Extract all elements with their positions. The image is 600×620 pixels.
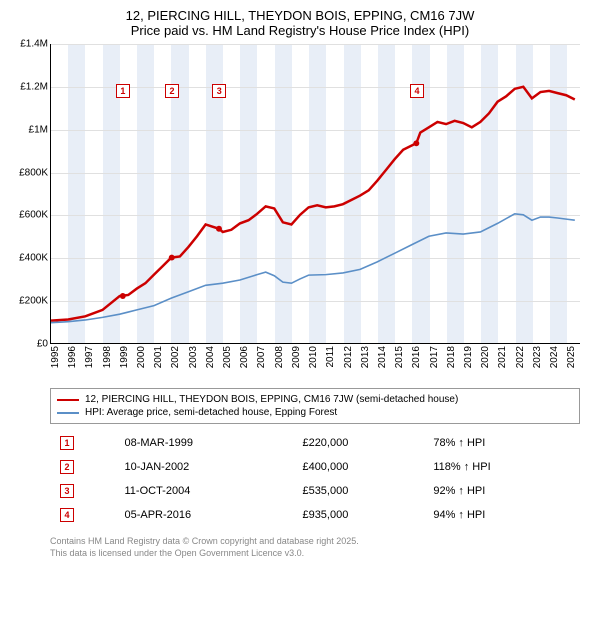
row-price: £535,000 xyxy=(294,480,423,502)
legend-swatch xyxy=(57,412,79,414)
x-tick-label: 2000 xyxy=(136,346,147,368)
row-delta: 78% ↑ HPI xyxy=(425,432,578,454)
sale-marker-dot xyxy=(216,226,222,232)
sale-marker-box: 2 xyxy=(165,84,179,98)
row-date: 11-OCT-2004 xyxy=(116,480,292,502)
line-series-svg xyxy=(51,44,580,343)
legend-swatch xyxy=(57,399,79,401)
x-tick-label: 2014 xyxy=(377,346,388,368)
x-tick-label: 2023 xyxy=(532,346,543,368)
row-marker: 2 xyxy=(52,456,114,478)
table-row: 108-MAR-1999£220,00078% ↑ HPI xyxy=(52,432,578,454)
sale-marker-box: 3 xyxy=(212,84,226,98)
x-tick-label: 2020 xyxy=(480,346,491,368)
row-delta: 118% ↑ HPI xyxy=(425,456,578,478)
legend-row: HPI: Average price, semi-detached house,… xyxy=(57,406,573,419)
x-tick-label: 2015 xyxy=(394,346,405,368)
table-row: 405-APR-2016£935,00094% ↑ HPI xyxy=(52,504,578,526)
x-tick-label: 1997 xyxy=(84,346,95,368)
x-tick-label: 2008 xyxy=(274,346,285,368)
x-tick-label: 1998 xyxy=(102,346,113,368)
x-tick-label: 2011 xyxy=(325,346,336,368)
x-tick-label: 2021 xyxy=(497,346,508,368)
x-tick-label: 2003 xyxy=(188,346,199,368)
row-marker: 1 xyxy=(52,432,114,454)
x-tick-label: 2012 xyxy=(343,346,354,368)
x-tick-label: 1996 xyxy=(67,346,78,368)
row-price: £400,000 xyxy=(294,456,423,478)
sale-marker-dot xyxy=(413,140,419,146)
series-line xyxy=(51,87,575,321)
y-tick-label: £1.2M xyxy=(20,81,48,92)
row-date: 10-JAN-2002 xyxy=(116,456,292,478)
row-date: 08-MAR-1999 xyxy=(116,432,292,454)
x-tick-label: 2007 xyxy=(256,346,267,368)
x-tick-label: 1999 xyxy=(119,346,130,368)
row-marker: 4 xyxy=(52,504,114,526)
sale-marker-dot xyxy=(120,293,126,299)
x-tick-label: 2022 xyxy=(515,346,526,368)
legend-row: 12, PIERCING HILL, THEYDON BOIS, EPPING,… xyxy=(57,393,573,406)
x-tick-label: 2013 xyxy=(360,346,371,368)
x-tick-label: 2025 xyxy=(566,346,577,368)
x-tick-label: 2002 xyxy=(170,346,181,368)
x-tick-label: 2004 xyxy=(205,346,216,368)
plot-area: 1 2 3 4 xyxy=(50,44,580,344)
x-tick-label: 2016 xyxy=(411,346,422,368)
x-tick-label: 2009 xyxy=(291,346,302,368)
sale-marker-box: 4 xyxy=(410,84,424,98)
y-tick-label: £200K xyxy=(19,296,48,307)
row-delta: 92% ↑ HPI xyxy=(425,480,578,502)
title-line-1: 12, PIERCING HILL, THEYDON BOIS, EPPING,… xyxy=(10,8,590,23)
x-tick-label: 2010 xyxy=(308,346,319,368)
x-axis: 1995 1996 1997 1998 1999 2000 2001 2002 2003 2004… xyxy=(50,344,580,380)
y-tick-label: £600K xyxy=(19,210,48,221)
x-tick-label: 2018 xyxy=(446,346,457,368)
y-tick-label: £1.4M xyxy=(20,39,48,50)
row-delta: 94% ↑ HPI xyxy=(425,504,578,526)
x-tick-label: 2006 xyxy=(239,346,250,368)
y-axis: £0£200K£400K£600K£800K£1M£1.2M£1.4M xyxy=(10,44,50,344)
x-tick-label: 2024 xyxy=(549,346,560,368)
x-tick-label: 2005 xyxy=(222,346,233,368)
x-tick-label: 2017 xyxy=(429,346,440,368)
legend-label: 12, PIERCING HILL, THEYDON BOIS, EPPING,… xyxy=(85,394,458,405)
sales-table: 108-MAR-1999£220,00078% ↑ HPI210-JAN-200… xyxy=(50,430,580,528)
y-tick-label: £800K xyxy=(19,167,48,178)
series-line xyxy=(51,214,575,323)
row-price: £220,000 xyxy=(294,432,423,454)
row-price: £935,000 xyxy=(294,504,423,526)
x-tick-label: 2019 xyxy=(463,346,474,368)
legend: 12, PIERCING HILL, THEYDON BOIS, EPPING,… xyxy=(50,388,580,424)
row-date: 05-APR-2016 xyxy=(116,504,292,526)
x-tick-label: 2001 xyxy=(153,346,164,368)
footer: Contains HM Land Registry data © Crown c… xyxy=(50,536,580,559)
legend-label: HPI: Average price, semi-detached house,… xyxy=(85,407,337,418)
title-line-2: Price paid vs. HM Land Registry's House … xyxy=(10,23,590,38)
y-tick-label: £0 xyxy=(37,339,48,350)
row-marker: 3 xyxy=(52,480,114,502)
y-tick-label: £1M xyxy=(29,124,48,135)
table-row: 311-OCT-2004£535,00092% ↑ HPI xyxy=(52,480,578,502)
table-row: 210-JAN-2002£400,000118% ↑ HPI xyxy=(52,456,578,478)
chart-area: £0£200K£400K£600K£800K£1M£1.2M£1.4M 1234… xyxy=(10,44,590,380)
footer-line-1: Contains HM Land Registry data © Crown c… xyxy=(50,536,580,548)
x-tick-label: 1995 xyxy=(50,346,61,368)
y-tick-label: £400K xyxy=(19,253,48,264)
sale-marker-box: 1 xyxy=(116,84,130,98)
sale-marker-dot xyxy=(169,255,175,261)
footer-line-2: This data is licensed under the Open Gov… xyxy=(50,548,580,560)
chart-title: 12, PIERCING HILL, THEYDON BOIS, EPPING,… xyxy=(10,8,590,38)
